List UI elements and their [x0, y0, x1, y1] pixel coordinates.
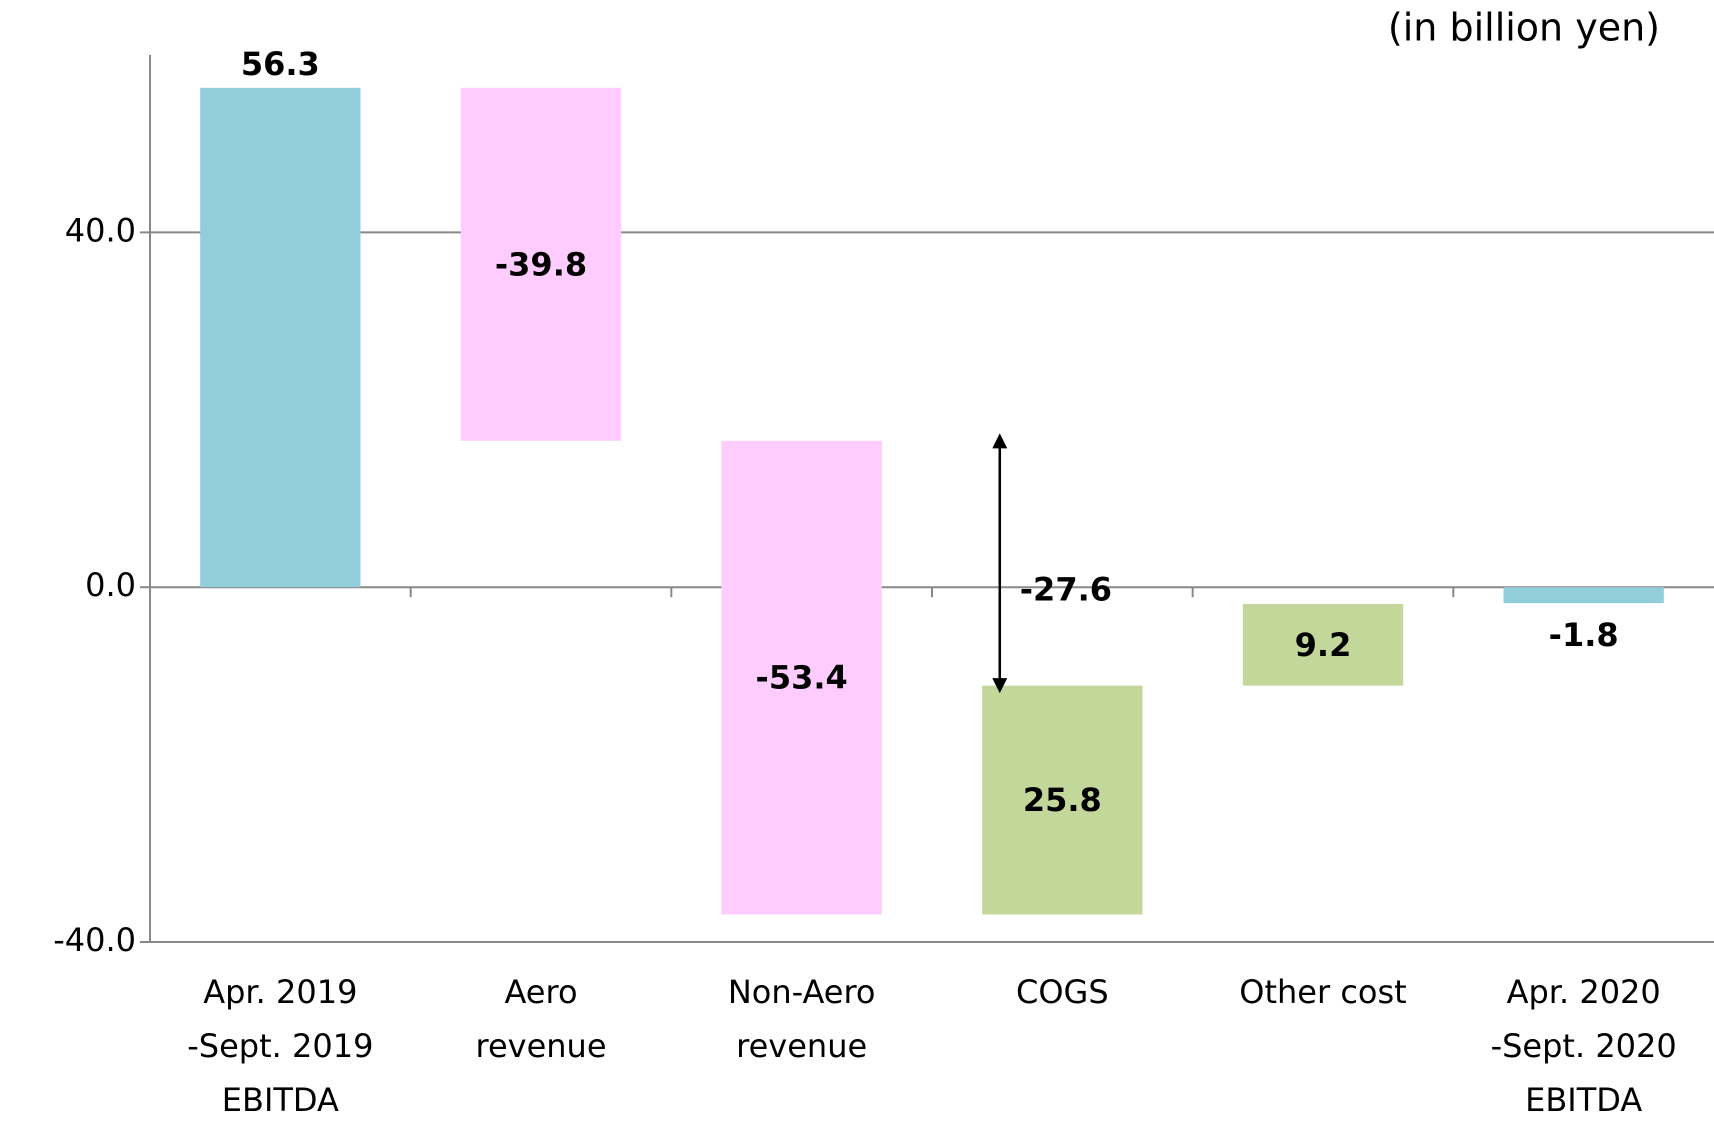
value-label: -1.8	[1549, 616, 1619, 654]
x-tick-label: -Sept. 2020	[1491, 1027, 1677, 1065]
bar	[200, 87, 361, 588]
subtitle: (in billion yen)	[1388, 6, 1660, 50]
value-label: 25.8	[1023, 781, 1102, 819]
bar	[721, 440, 882, 915]
x-tick-label: Non-Aero	[728, 973, 876, 1011]
y-tick-label: 40.0	[65, 211, 136, 249]
x-tick-label: EBITDA	[1525, 1081, 1642, 1119]
x-tick-label: revenue	[475, 1027, 606, 1065]
x-tick-label: Apr. 2020	[1507, 973, 1661, 1011]
x-tick-label: -Sept. 2019	[187, 1027, 373, 1065]
bar	[1503, 587, 1664, 604]
y-tick-label: -40.0	[53, 921, 136, 959]
value-label: 9.2	[1295, 626, 1352, 664]
x-tick-label: EBITDA	[222, 1081, 339, 1119]
y-tick-label: 0.0	[85, 566, 136, 604]
annotation-label: -27.6	[1020, 570, 1112, 608]
bar	[982, 685, 1143, 915]
value-label: -53.4	[756, 659, 848, 697]
bar	[460, 87, 622, 441]
value-label: 56.3	[241, 45, 320, 83]
x-tick-label: Aero	[504, 973, 577, 1011]
x-tick-label: revenue	[736, 1027, 867, 1065]
x-tick-label: Apr. 2019	[203, 973, 357, 1011]
bar	[1242, 604, 1404, 686]
value-label: -39.8	[495, 245, 587, 283]
x-tick-label: COGS	[1016, 973, 1109, 1011]
x-tick-label: Other cost	[1239, 973, 1406, 1011]
